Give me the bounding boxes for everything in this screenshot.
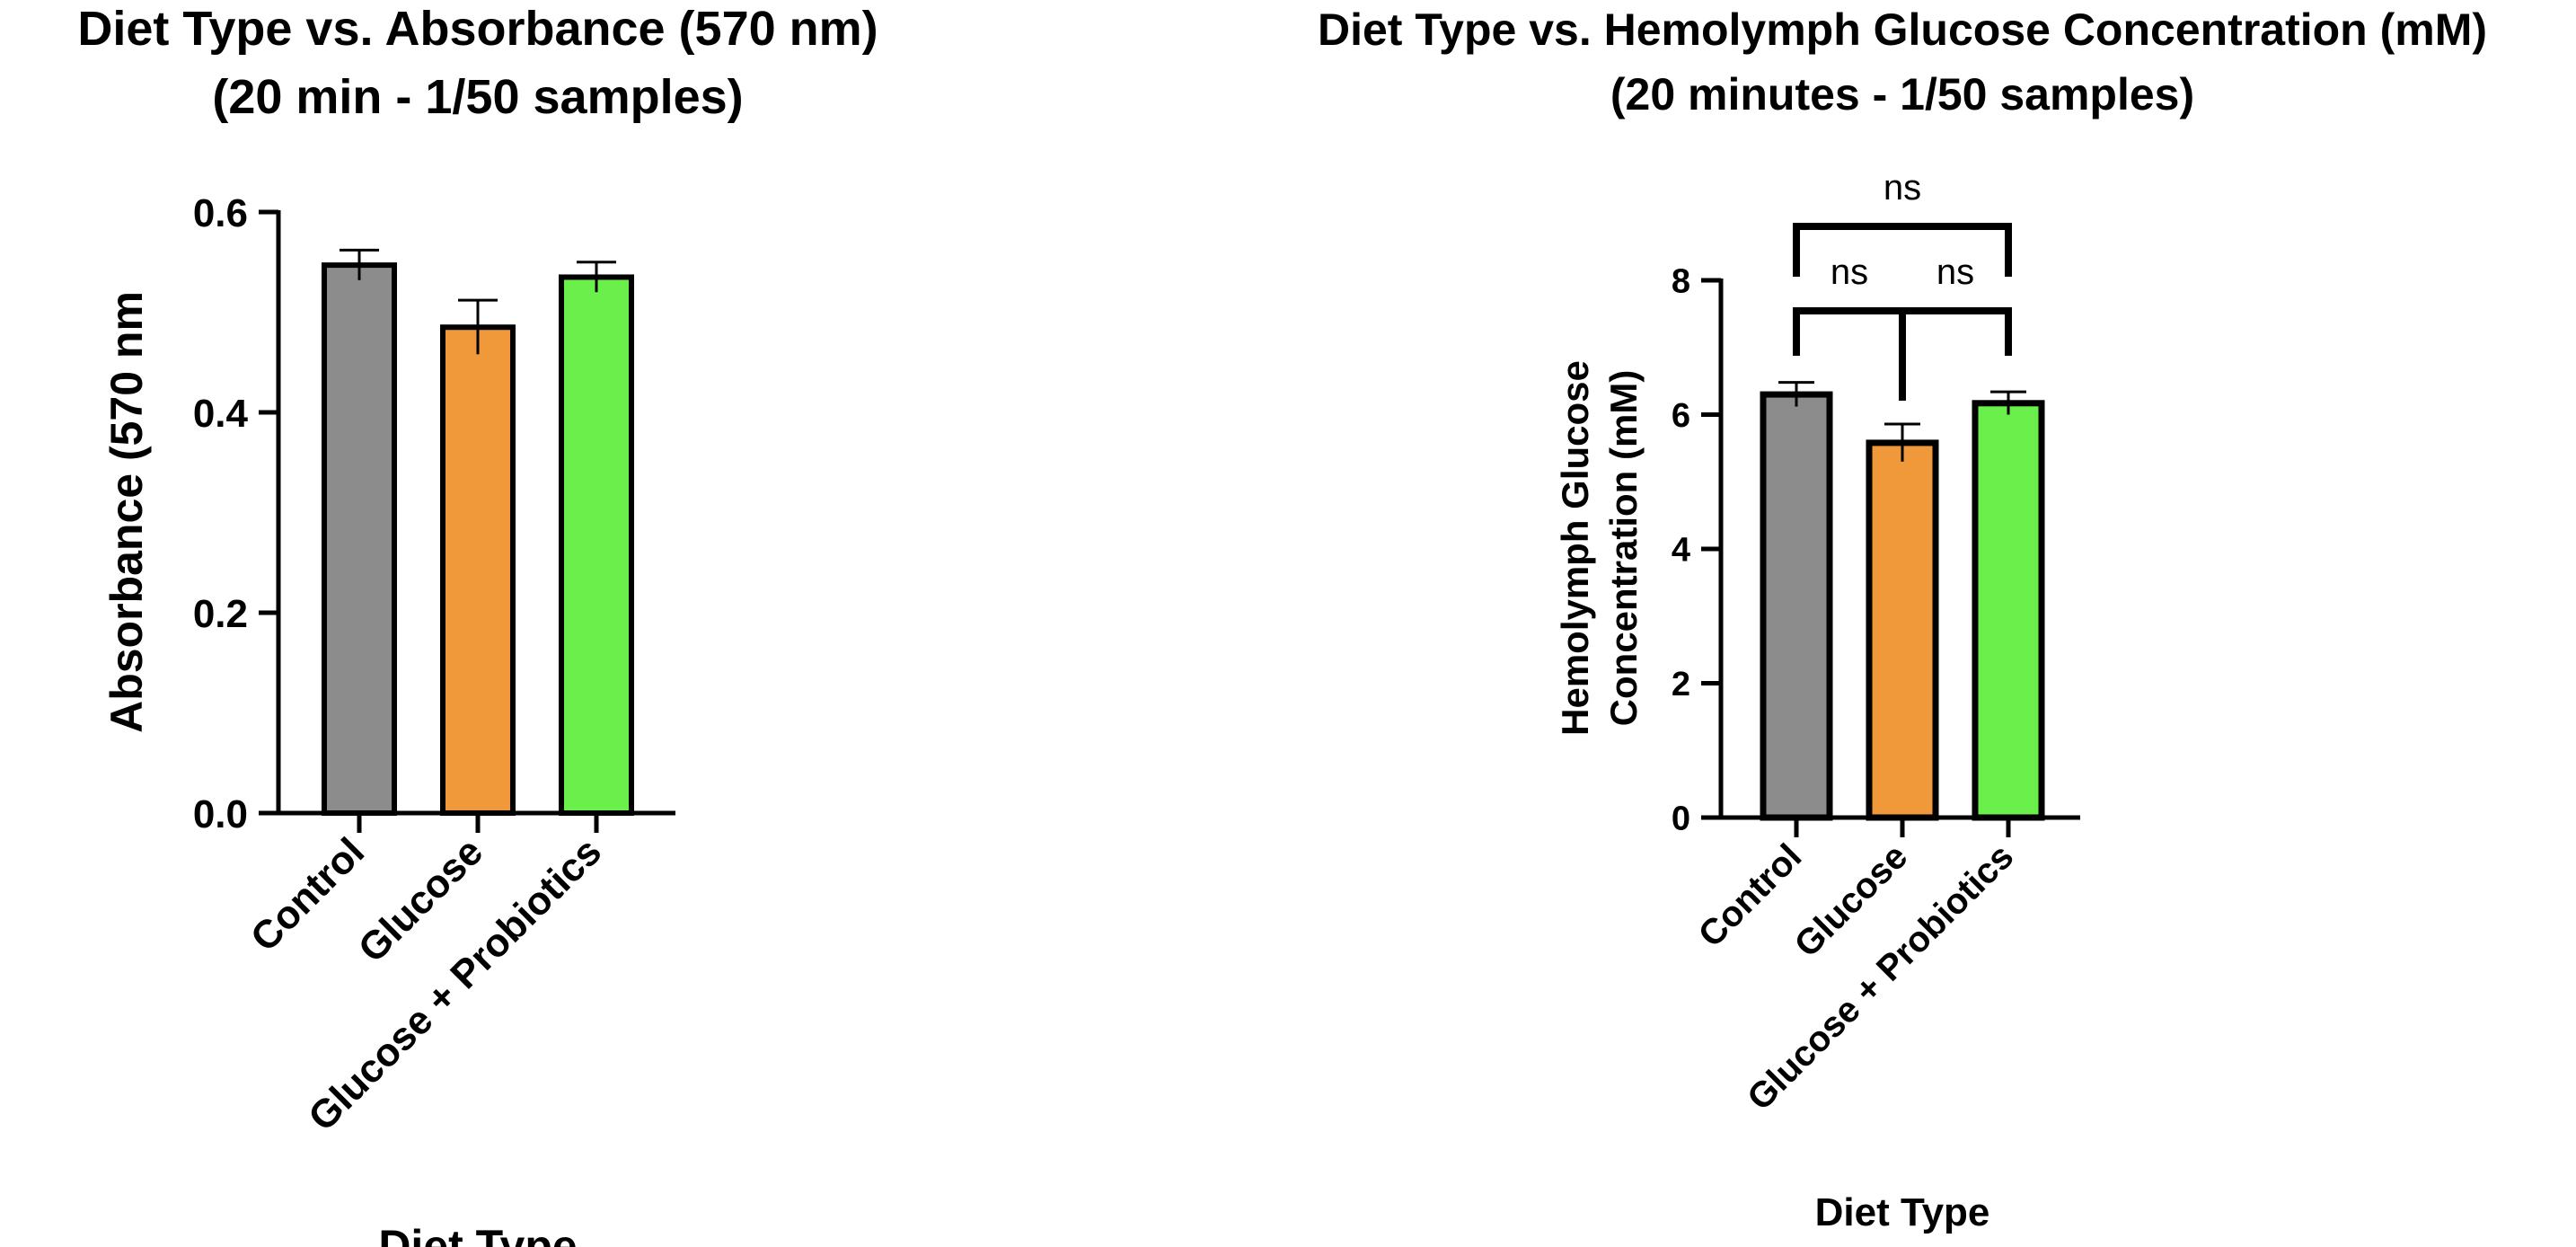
chart1-y-tick-label: 0.4 xyxy=(193,392,249,436)
chart-hemolymph-glucose: Diet Type vs. Hemolymph Glucose Concentr… xyxy=(1318,4,2487,1234)
chart2-bar-glucose xyxy=(1866,439,1939,821)
chart2-y-tick-label: 4 xyxy=(1672,532,1690,570)
chart2-significance-label: ns xyxy=(1936,252,1974,292)
chart1-y-tick-label: 0.6 xyxy=(193,191,248,235)
chart2-title-line1: Diet Type vs. Hemolymph Glucose Concentr… xyxy=(1318,4,2487,55)
chart2-x-axis-label: Diet Type xyxy=(1815,1190,1990,1234)
chart2-y-tick-label: 6 xyxy=(1672,397,1690,435)
chart2-y-tick-label: 2 xyxy=(1672,666,1690,703)
chart1-y-axis-label: Absorbance (570 nm xyxy=(101,291,152,733)
chart2-y-axis-label-line1: Hemolymph Glucose xyxy=(1554,360,1596,736)
chart2-bar-control xyxy=(1760,391,1833,821)
chart2-bar-glucose-probiotics xyxy=(1972,400,2045,821)
chart1-y-tick-label: 0.2 xyxy=(193,592,248,636)
chart1-title-line2: (20 min - 1/50 samples) xyxy=(212,70,743,124)
chart2-significance-label: ns xyxy=(1831,252,1868,292)
chart2-y-axis-label-line2: Concentration (mM) xyxy=(1602,370,1645,727)
chart2-y-tick-label: 0 xyxy=(1672,800,1690,838)
chart2-bracket-upper xyxy=(1793,223,2012,277)
chart2-title-line2: (20 minutes - 1/50 samples) xyxy=(1610,69,2194,119)
chart1-title-line1: Diet Type vs. Absorbance (570 nm) xyxy=(77,2,878,56)
chart2-y-tick-label: 8 xyxy=(1672,263,1690,301)
chart1-bar-control xyxy=(322,262,397,817)
chart1-x-axis-label: Diet Type xyxy=(378,1221,577,1247)
chart1-y-tick-label: 0.0 xyxy=(193,792,248,836)
chart2-significance-label: ns xyxy=(1883,168,1921,208)
chart1-bar-glucose-probiotics xyxy=(559,274,634,817)
chart-absorbance: Diet Type vs. Absorbance (570 nm) (20 mi… xyxy=(77,2,878,1247)
chart1-bar-glucose xyxy=(440,324,516,817)
